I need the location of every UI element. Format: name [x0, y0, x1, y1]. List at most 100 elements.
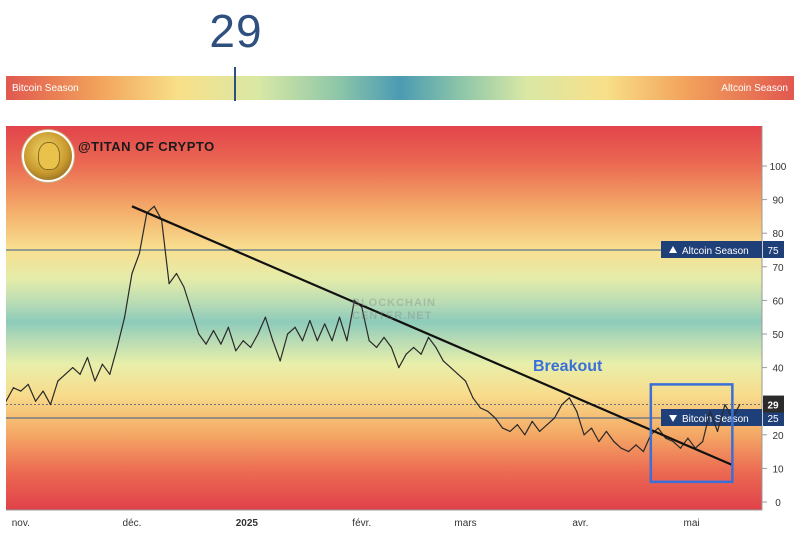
series-point: [353, 299, 355, 301]
series-point: [198, 333, 200, 335]
series-point: [131, 272, 133, 275]
y-tick-label: 80: [772, 229, 784, 240]
series-point: [405, 353, 407, 355]
series-point: [264, 316, 267, 318]
current-value-tag: [763, 395, 784, 413]
series-point: [227, 326, 229, 328]
series-point: [212, 330, 215, 332]
series-point: [576, 410, 578, 412]
series-point: [294, 326, 296, 328]
breakout-box: [649, 383, 734, 484]
series-point: [272, 340, 274, 342]
series-point: [35, 400, 37, 402]
series-point: [390, 346, 393, 349]
series-point: [635, 444, 637, 446]
y-tick-label: 40: [772, 364, 784, 375]
series-point: [679, 447, 682, 449]
series-point: [331, 340, 333, 342]
reference-tag: [661, 409, 762, 426]
series-point: [175, 272, 178, 275]
series-point: [72, 367, 74, 369]
series-point: [346, 340, 348, 342]
y-tick-label: 10: [772, 464, 784, 475]
series-point: [553, 417, 556, 419]
series-point: [494, 417, 496, 419]
series-point: [716, 430, 719, 433]
series-point: [487, 410, 489, 412]
series-point: [627, 451, 630, 453]
series-point: [138, 252, 141, 254]
x-tick-label: avr.: [572, 518, 588, 529]
series-point: [516, 424, 519, 426]
series-point: [702, 440, 704, 443]
series-point: [324, 323, 326, 325]
series-point: [739, 403, 741, 406]
series-point: [657, 427, 659, 429]
y-tick-label: 100: [770, 162, 787, 173]
season-gauge-marker: [233, 67, 236, 101]
series-point: [309, 319, 311, 322]
season-gauge-bar: [6, 76, 794, 100]
series-point: [123, 316, 126, 318]
series-point: [687, 437, 689, 439]
chart-background: [6, 126, 762, 510]
gauge-right-label: Altcoin Season: [721, 83, 788, 94]
season-index-value: 29: [209, 5, 263, 57]
series-layer: [5, 205, 741, 453]
series-point: [368, 340, 370, 342]
reference-tag: [661, 241, 762, 258]
series-point: [168, 283, 170, 285]
series-point: [101, 363, 103, 365]
series-point: [12, 387, 15, 389]
series-point: [64, 373, 66, 375]
series-point: [86, 356, 89, 359]
arrow-down-icon: [669, 415, 677, 422]
series-point: [249, 346, 252, 349]
series-point: [472, 397, 474, 399]
series-point: [724, 403, 726, 406]
series-point: [598, 440, 600, 443]
series-point: [501, 427, 504, 429]
reference-tag-label: Altcoin Season: [682, 246, 749, 257]
author-handle: @TITAN OF CRYPTO: [78, 139, 215, 154]
x-tick-label: févr.: [352, 518, 371, 529]
reference-tag-label: Bitcoin Season: [682, 414, 749, 425]
altcoin-season-chart: 0102030405060708090100 nov.déc.2025févr.…: [5, 126, 800, 535]
series-point: [235, 350, 237, 352]
series-point: [375, 346, 378, 349]
series-line-altcoin-index: [5, 205, 741, 453]
series-point: [242, 340, 244, 342]
series-point: [605, 430, 607, 433]
price-scale-background: [762, 126, 800, 510]
series-point: [524, 434, 526, 436]
x-tick-label: déc.: [123, 518, 142, 529]
series-point: [94, 380, 96, 382]
series-point: [116, 346, 118, 349]
reference-value-label: 75: [767, 246, 779, 257]
series-point: [287, 333, 289, 335]
x-tick-label: mai: [684, 518, 700, 529]
y-tick-label: 0: [775, 498, 781, 509]
reference-value-tag: [763, 409, 784, 426]
author-avatar: [22, 130, 74, 182]
y-tick-label: 60: [772, 296, 784, 307]
series-point: [301, 340, 304, 342]
series-point: [279, 360, 281, 362]
series-point: [568, 397, 570, 399]
series-point: [479, 407, 481, 409]
series-point: [383, 336, 385, 338]
series-point: [420, 353, 422, 355]
series-point: [413, 346, 415, 349]
gauge-left-label: Bitcoin Season: [12, 83, 79, 94]
time-scale-background: [6, 510, 800, 535]
series-point: [338, 316, 341, 318]
x-tick-label: mars: [454, 518, 476, 529]
x-axis: nov. déc. 2025 févr. mars avr. mai: [12, 518, 700, 529]
watermark: BLOCKCHAIN CENTER.NET: [352, 297, 436, 323]
current-value-label: 29: [767, 401, 779, 412]
chart-svg: 0102030405060708090100 nov.déc.2025févr.…: [5, 126, 800, 535]
series-point: [42, 390, 44, 392]
y-tick-label: 90: [772, 196, 784, 207]
series-point: [257, 333, 259, 335]
series-point: [190, 309, 192, 312]
